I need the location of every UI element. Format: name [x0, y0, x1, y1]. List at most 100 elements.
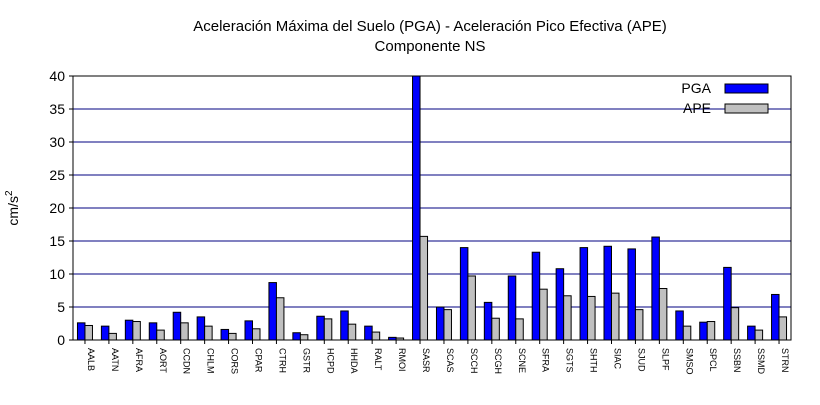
- x-tick-label: AFRA: [134, 348, 144, 372]
- bar-ape: [108, 332, 117, 341]
- bar-pga: [292, 332, 301, 341]
- bar-ape: [132, 321, 141, 341]
- y-axis-label-exponent: 2: [4, 190, 15, 196]
- bar-ape: [658, 288, 668, 341]
- x-tick-label: SMSO: [684, 348, 694, 375]
- bar-pga: [675, 310, 684, 341]
- bar-pga: [316, 315, 325, 341]
- bar-pga: [124, 319, 134, 341]
- x-tick-label: SIAC: [613, 348, 623, 370]
- y-tick-label: 15: [49, 233, 65, 249]
- bar-ape: [730, 307, 740, 341]
- bar-ape: [275, 297, 285, 341]
- bar-ape: [347, 323, 357, 341]
- bar-pga: [771, 293, 780, 341]
- x-tick-label: STRN: [780, 348, 790, 373]
- bar-ape: [515, 318, 524, 341]
- bar-ape: [563, 295, 572, 341]
- x-tick-label: SSMD: [756, 348, 766, 375]
- x-tick-label: SCNE: [517, 348, 527, 373]
- bar-ape: [204, 325, 213, 341]
- gridlines: [73, 108, 791, 308]
- bar-pga: [459, 247, 469, 341]
- y-tick-label: 30: [49, 134, 65, 150]
- bar-ape: [754, 329, 764, 341]
- y-tick-label: 35: [49, 101, 65, 117]
- bar-ape: [371, 331, 381, 341]
- bar-pga: [364, 325, 373, 341]
- bar-pga: [627, 248, 636, 341]
- bar-ape: [323, 318, 333, 341]
- bar-ape: [467, 275, 476, 341]
- x-tick-label: SSBN: [732, 348, 742, 373]
- bar-pga: [268, 282, 277, 341]
- x-tick-label: SGTS: [565, 348, 575, 373]
- x-tick-label: CPAR: [254, 348, 264, 373]
- bar-ape: [611, 292, 620, 341]
- x-tick-label: HHDA: [349, 348, 359, 374]
- x-tick-label: HCPD: [325, 348, 335, 374]
- x-tick-label: SLPF: [660, 348, 670, 371]
- bar-ape: [587, 295, 596, 341]
- bar-pga: [148, 322, 158, 341]
- bar-pga: [340, 310, 349, 341]
- legend: PGA APE: [681, 80, 769, 116]
- x-tick-label: SFRA: [541, 348, 551, 372]
- legend-swatch-ape: [724, 103, 769, 114]
- bar-pga: [76, 322, 86, 341]
- bar-pga: [555, 268, 565, 341]
- bar-pga: [699, 321, 708, 341]
- legend-label-ape: APE: [683, 100, 711, 116]
- y-tick-label: 25: [49, 167, 65, 183]
- x-tick-label: CHLM: [206, 348, 216, 374]
- bar-pga: [196, 316, 206, 341]
- y-tick-label: 10: [49, 266, 65, 282]
- bar-pga: [723, 266, 732, 341]
- bar-pga: [579, 247, 589, 341]
- bar-ape: [228, 332, 237, 341]
- bar-ape: [634, 309, 644, 341]
- bars: [76, 75, 788, 341]
- bar-ape: [84, 324, 93, 341]
- bar-ape: [443, 309, 452, 341]
- x-tick-label: SCAS: [445, 348, 455, 373]
- x-tick-label: AALB: [86, 348, 96, 371]
- bar-ape: [778, 316, 788, 341]
- bar-pga: [412, 75, 421, 341]
- x-tick-label: RALT: [373, 348, 383, 371]
- bar-pga: [435, 306, 445, 341]
- bar-ape: [419, 235, 429, 341]
- y-axis-ticks: 0 5 10 15 20 25 30 35 40: [49, 68, 73, 348]
- bar-ape: [491, 317, 500, 341]
- chart-title: Aceleración Máxima del Suelo (PGA) - Ace…: [193, 18, 667, 35]
- x-tick-label: SJUD: [636, 348, 646, 372]
- bar-pga: [220, 328, 230, 341]
- x-tick-label: AATN: [110, 348, 120, 371]
- x-tick-label: CORS: [230, 348, 240, 374]
- bar-ape: [252, 328, 261, 341]
- bar-ape: [180, 322, 189, 341]
- bar-pga: [531, 251, 541, 341]
- chart-subtitle: Componente NS: [375, 38, 486, 55]
- bar-pga: [172, 311, 182, 341]
- x-tick-label: AORT: [158, 348, 168, 373]
- x-tick-label: RMOI: [397, 348, 407, 372]
- x-tick-label: CTRH: [277, 348, 287, 373]
- y-tick-label: 20: [49, 200, 65, 216]
- x-tick-label: SASR: [421, 348, 431, 373]
- bar-ape: [156, 329, 165, 341]
- bar-ape: [706, 321, 716, 341]
- y-tick-label: 40: [49, 68, 65, 84]
- bar-pga: [747, 325, 756, 341]
- x-tick-label: SHTH: [589, 348, 599, 373]
- bar-pga: [651, 236, 660, 341]
- x-tick-label: SPCL: [708, 348, 718, 372]
- y-tick-label: 5: [57, 299, 65, 315]
- x-tick-label: SCCH: [469, 348, 479, 374]
- x-tick-label: GSTR: [301, 348, 311, 374]
- bar-pga: [483, 301, 493, 341]
- x-tick-label: SCGH: [493, 348, 503, 374]
- y-tick-label: 0: [57, 332, 65, 348]
